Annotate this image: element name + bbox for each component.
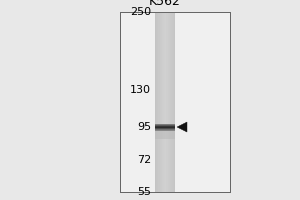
Bar [155,129,175,130]
Bar [169,12,170,192]
Bar [157,12,158,192]
Bar [164,12,165,192]
Bar [120,12,230,192]
Bar [170,12,171,192]
Bar [120,12,230,192]
Bar [155,126,175,127]
Bar [155,130,175,131]
Text: 130: 130 [130,85,151,95]
Bar [155,124,175,125]
Bar [158,12,159,192]
Polygon shape [177,122,187,132]
Bar [156,12,157,192]
Bar [171,12,172,192]
Bar [174,12,175,192]
Bar [155,131,175,139]
Bar [155,128,175,129]
Text: 250: 250 [130,7,151,17]
Bar [155,127,175,128]
Bar [162,12,163,192]
Bar [159,12,160,192]
Bar [163,12,164,192]
Bar [168,12,169,192]
Bar [155,125,175,126]
Text: K562: K562 [149,0,181,8]
Bar [155,12,156,192]
Bar [165,12,166,192]
Bar [160,12,161,192]
Text: 72: 72 [137,155,151,165]
Bar [155,12,175,192]
Bar [161,12,162,192]
Bar [173,12,174,192]
Text: 95: 95 [137,122,151,132]
Bar [166,12,167,192]
Bar [167,12,168,192]
Bar [172,12,173,192]
Text: 55: 55 [137,187,151,197]
